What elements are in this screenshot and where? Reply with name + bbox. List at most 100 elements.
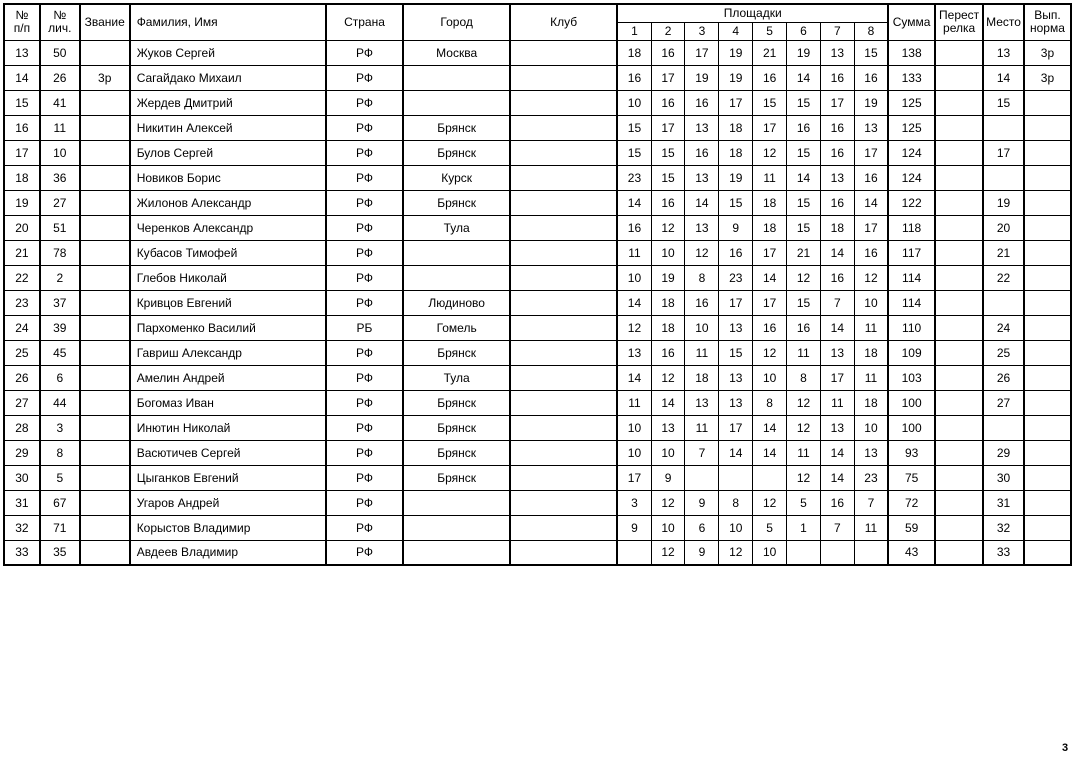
cell-score-2: 16 (650, 339, 686, 366)
table-row: 33 35 Авдеев Владимир РФ 12 9 12 10 43 33 (3, 539, 1072, 566)
cell-personal-number: 2 (38, 264, 81, 291)
cell-sum: 43 (887, 539, 937, 566)
cell-score-7: 18 (819, 214, 855, 241)
cell-personal-number: 41 (38, 89, 81, 116)
cell-shootoff (934, 139, 985, 166)
cell-norm (1022, 264, 1072, 291)
table-row: 27 44 Богомаз Иван РФ Брянск 11 14 13 13 8 12 11 18 1… (3, 389, 1072, 416)
cell-row-number: 19 (3, 189, 41, 216)
cell-personal-number: 78 (38, 239, 81, 266)
cell-score-7: 13 (819, 39, 855, 66)
cell-row-number: 13 (3, 39, 41, 66)
cell-row-number: 20 (3, 214, 41, 241)
cell-personal-number: 10 (38, 139, 81, 166)
cell-score-3 (684, 464, 720, 491)
header-ground-2: 2 (650, 21, 686, 41)
cell-score-2: 15 (650, 139, 686, 166)
cell-score-4: 16 (718, 239, 754, 266)
cell-score-6: 11 (786, 439, 821, 466)
cell-row-number: 21 (3, 239, 41, 266)
cell-score-1: 13 (616, 339, 652, 366)
cell-place: 20 (982, 214, 1025, 241)
cell-score-4: 23 (718, 264, 754, 291)
cell-score-1: 10 (616, 414, 652, 441)
cell-rank (78, 539, 131, 566)
cell-rank (78, 339, 131, 366)
cell-score-1: 23 (616, 164, 652, 191)
cell-score-6: 15 (786, 214, 821, 241)
cell-shootoff (934, 264, 985, 291)
cell-name: Авдеев Владимир (128, 539, 327, 566)
cell-rank (78, 314, 131, 341)
cell-rank (78, 164, 131, 191)
cell-name: Кривцов Евгений (128, 289, 327, 316)
cell-score-5: 15 (752, 89, 788, 116)
cell-city (402, 64, 511, 91)
cell-club (508, 264, 619, 291)
table-row: 13 50 Жуков Сергей РФ Москва 18 16 17 19 21 19 13 15… (3, 39, 1072, 66)
cell-score-2: 9 (650, 464, 686, 491)
cell-club (508, 464, 619, 491)
cell-sum: 125 (887, 89, 937, 116)
cell-score-4: 19 (718, 164, 754, 191)
cell-shootoff (934, 289, 985, 316)
cell-club (508, 314, 619, 341)
cell-name: Булов Сергей (128, 139, 327, 166)
cell-rank: 3р (78, 64, 131, 91)
cell-score-4: 8 (718, 489, 754, 516)
cell-country: РБ (324, 314, 405, 341)
cell-score-6: 15 (786, 189, 821, 216)
cell-shootoff (934, 489, 985, 516)
cell-score-7: 16 (819, 114, 855, 141)
cell-row-number: 22 (3, 264, 41, 291)
cell-score-8: 13 (853, 439, 889, 466)
cell-name: Инютин Николай (128, 414, 327, 441)
header-personal-number: № лич. (38, 3, 81, 41)
cell-sum: 122 (887, 189, 937, 216)
cell-city: Тула (402, 214, 511, 241)
cell-score-1: 14 (616, 189, 652, 216)
cell-norm (1022, 464, 1072, 491)
table-row: 16 11 Никитин Алексей РФ Брянск 15 17 13 18 17 16 1… (3, 114, 1072, 141)
header-ground-8: 8 (853, 21, 889, 41)
cell-score-1: 9 (616, 514, 652, 541)
cell-name: Глебов Николай (128, 264, 327, 291)
cell-norm (1022, 89, 1072, 116)
cell-score-2: 18 (650, 289, 686, 316)
table-row: 26 6 Амелин Андрей РФ Тула 14 12 18 13 10 8 17 11 103… (3, 364, 1072, 391)
cell-city (402, 239, 511, 266)
cell-name: Гавриш Александр (128, 339, 327, 366)
cell-score-4: 13 (718, 389, 754, 416)
cell-score-2: 19 (650, 264, 686, 291)
cell-score-4: 13 (718, 364, 754, 391)
cell-personal-number: 27 (38, 189, 81, 216)
cell-score-6: 1 (786, 514, 821, 541)
cell-score-3: 13 (684, 164, 720, 191)
cell-score-2: 14 (650, 389, 686, 416)
cell-score-1: 17 (616, 464, 652, 491)
cell-score-5: 14 (752, 264, 788, 291)
cell-score-3: 10 (684, 314, 720, 341)
cell-sum: 109 (887, 339, 937, 366)
cell-place: 17 (982, 139, 1025, 166)
page-number: 3 (1061, 742, 1069, 754)
cell-sum: 114 (887, 289, 937, 316)
cell-country: РФ (324, 489, 405, 516)
cell-score-6: 15 (786, 289, 821, 316)
cell-place: 31 (982, 489, 1025, 516)
header-rank: Звание (78, 3, 131, 41)
cell-shootoff (934, 239, 985, 266)
cell-score-1: 15 (616, 114, 652, 141)
cell-score-7: 14 (819, 314, 855, 341)
cell-place: 30 (982, 464, 1025, 491)
cell-score-8: 18 (853, 389, 889, 416)
cell-name: Жердев Дмитрий (128, 89, 327, 116)
cell-rank (78, 489, 131, 516)
cell-score-4: 18 (718, 114, 754, 141)
cell-score-1: 14 (616, 364, 652, 391)
cell-score-5: 16 (752, 314, 788, 341)
cell-sum: 100 (887, 389, 937, 416)
cell-city: Брянск (402, 389, 511, 416)
cell-score-3: 9 (684, 539, 720, 566)
cell-score-8: 11 (853, 514, 889, 541)
